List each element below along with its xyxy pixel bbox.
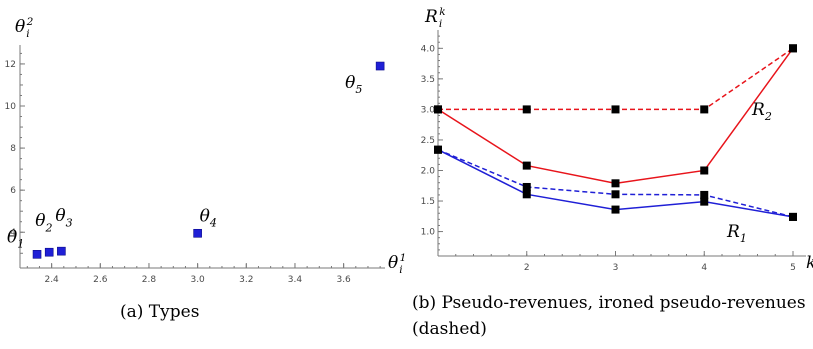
type-point-label: θ3 xyxy=(55,206,72,229)
y-tick-label: 1.5 xyxy=(421,197,435,207)
series-marker xyxy=(434,105,442,114)
y-tick-label: 2.0 xyxy=(421,166,436,176)
series-marker xyxy=(611,190,620,199)
caption-pseudo-revenues: (b) Pseudo-revenues, ironed pseudo-reven… xyxy=(412,293,806,339)
x-tick-label: 2.6 xyxy=(93,275,108,285)
x-tick-label: 3.2 xyxy=(239,275,253,285)
series-marker xyxy=(522,182,531,191)
y-tick-label: 4.0 xyxy=(421,44,436,54)
y-tick-label: 10 xyxy=(5,102,17,112)
series-marker xyxy=(522,161,531,170)
series-marker xyxy=(611,105,620,114)
y-tick-label: 6 xyxy=(10,186,16,196)
y-tick-label: 3.5 xyxy=(421,75,435,85)
type-point xyxy=(32,250,42,259)
type-point xyxy=(44,247,54,257)
type-point-label: θ5 xyxy=(345,73,362,96)
series-marker xyxy=(611,179,620,188)
series-marker xyxy=(700,190,709,199)
type-point xyxy=(57,246,66,256)
x-axis-label: k xyxy=(806,253,813,273)
y-tick-label: 1.0 xyxy=(421,228,436,238)
x-tick-label: 3.4 xyxy=(288,275,303,285)
y-tick-label: 12 xyxy=(5,60,16,70)
series-marker xyxy=(434,145,442,154)
series-marker xyxy=(700,105,709,114)
x-tick-label: 5 xyxy=(790,263,796,273)
caption-types: (a) Types xyxy=(120,302,200,322)
type-point xyxy=(193,228,202,238)
x-tick-label: 4 xyxy=(701,263,707,273)
series-marker xyxy=(522,105,531,114)
type-point-label: θ4 xyxy=(200,206,217,229)
y-tick-label: 2.5 xyxy=(421,136,435,146)
series-label: R2 xyxy=(751,100,772,123)
x-tick-label: 3.0 xyxy=(190,275,205,285)
series-marker xyxy=(789,212,797,221)
x-tick-label: 3.6 xyxy=(336,275,351,285)
x-tick-label: 2.8 xyxy=(142,275,157,285)
series-marker xyxy=(700,197,709,206)
series-marker xyxy=(522,190,531,199)
chart-pseudo-revenues: 2 3 4 5 1.0 1.5 2.0 2.5 3.0 3.5 4.0 Rik k R2 R1 xyxy=(421,6,813,273)
series-marker xyxy=(700,166,709,175)
x-tick-label: 2.4 xyxy=(44,275,59,285)
series-line-solid xyxy=(437,47,794,185)
series-label: R1 xyxy=(726,222,747,245)
series-marker xyxy=(611,205,620,214)
chart-types: 2.4 2.6 2.8 3.0 3.2 3.4 3.6 4 6 8 10 12 θi2 θi1 θ1 θ2θ3… xyxy=(5,16,407,285)
y-tick-label: 8 xyxy=(10,144,16,154)
y-axis-label: θi2 xyxy=(15,16,34,40)
type-point-label: θ2 xyxy=(35,211,52,234)
x-tick-label: 3 xyxy=(613,263,619,273)
y-tick-label: 3.0 xyxy=(421,105,436,115)
x-axis-label: θi1 xyxy=(388,252,406,276)
y-tick-label: 4 xyxy=(10,228,16,238)
x-tick-label: 2 xyxy=(524,263,530,273)
series-marker xyxy=(789,44,797,53)
series-line-dashed xyxy=(438,47,794,111)
type-point-label: θ1 xyxy=(7,227,24,250)
y-axis-label: Rik xyxy=(424,6,446,30)
type-point xyxy=(375,61,385,71)
